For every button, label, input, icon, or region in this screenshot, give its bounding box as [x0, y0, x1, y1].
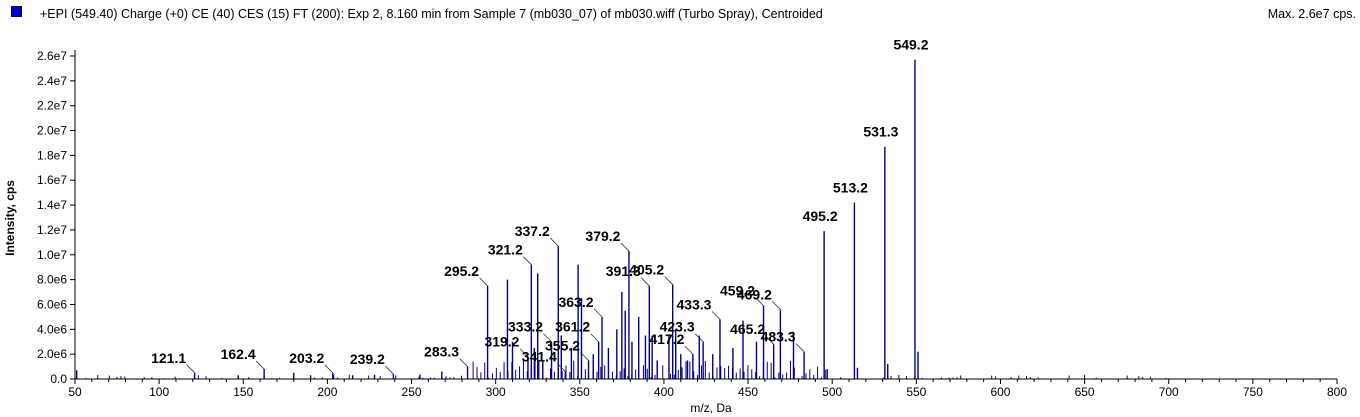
label-leader-line	[479, 277, 488, 287]
label-leader-line	[324, 364, 334, 374]
label-leader-line	[641, 277, 650, 287]
peak-label: 239.2	[350, 351, 385, 367]
y-tick-label: 1.0e7	[37, 248, 67, 262]
label-leader-line	[255, 360, 265, 370]
peak-label: 295.2	[444, 263, 479, 279]
peaks-layer	[75, 59, 1167, 379]
spectrum-header: +EPI (549.40) Charge (+0) CE (40) CES (1…	[0, 0, 1360, 28]
y-tick-label: 1.8e7	[37, 148, 67, 162]
label-leader-line	[385, 365, 394, 375]
x-axis-title: m/z, Da	[690, 401, 732, 415]
y-tick-label: 2.0e6	[37, 347, 67, 361]
label-leader-line	[694, 333, 704, 343]
y-tick-label: 0.0	[50, 372, 67, 386]
peak-label: 423.3	[660, 319, 695, 335]
peak-label: 363.2	[558, 294, 593, 310]
x-tick-label: 500	[822, 385, 842, 399]
x-tick-label: 550	[906, 385, 926, 399]
label-leader-line	[664, 276, 673, 285]
y-tick-label: 4.0e6	[37, 322, 67, 336]
peak-label: 391.3	[606, 263, 641, 279]
x-tick-label: 200	[317, 385, 337, 399]
label-leader-line	[519, 348, 529, 357]
y-tick-label: 1.6e7	[37, 173, 67, 187]
peak-label: 469.2	[737, 286, 772, 302]
peak-label: 483.3	[761, 329, 796, 345]
y-tick-label: 2.2e7	[37, 99, 67, 113]
label-leader-line	[186, 364, 195, 374]
peak-label: 549.2	[893, 37, 928, 53]
x-tick-label: 750	[1243, 385, 1263, 399]
x-tick-label: 600	[990, 385, 1010, 399]
y-tick-label: 2.0e7	[37, 124, 67, 138]
peak-label: 341.4	[522, 349, 557, 365]
y-tick-label: 2.4e7	[37, 74, 67, 88]
y-tick-label: 6.0e6	[37, 297, 67, 311]
y-axis-title: Intensity, cps	[3, 180, 17, 256]
peak-label: 465.2	[730, 321, 765, 337]
label-leader-line	[590, 333, 599, 343]
peak-label: 203.2	[289, 350, 324, 366]
y-axis-title-group: Intensity, cps	[3, 180, 17, 256]
label-leader-line	[523, 256, 532, 265]
peak-labels-layer: 121.1 162.4 203.2 239.2 283.3 295.2 319.2 321.2…	[151, 37, 929, 367]
label-leader-line	[755, 297, 764, 306]
peak-label: 417.2	[649, 331, 684, 347]
series-legend-swatch[interactable]	[11, 6, 22, 17]
y-tick-label: 1.2e7	[37, 223, 67, 237]
x-tick-label: 300	[486, 385, 506, 399]
y-tick-label: 1.4e7	[37, 198, 67, 212]
peak-label: 513.2	[833, 180, 868, 196]
peak-label: 379.2	[585, 228, 620, 244]
label-leader-line	[557, 363, 566, 372]
label-leader-line	[711, 311, 721, 320]
label-leader-line	[620, 242, 630, 252]
peak-label: 531.3	[863, 124, 898, 140]
peak-label: 321.2	[488, 242, 523, 258]
label-leader-line	[580, 352, 589, 361]
peak-label: 333.2	[508, 319, 543, 335]
x-tick-label: 650	[1075, 385, 1095, 399]
spectrum-title: +EPI (549.40) Charge (+0) CE (40) CES (1…	[40, 7, 823, 21]
leader-lines-layer	[186, 237, 805, 375]
label-leader-line	[795, 343, 805, 352]
peak-label: 459.2	[720, 283, 755, 299]
peak-label: 319.2	[484, 334, 519, 350]
peak-label: 162.4	[221, 346, 256, 362]
y-tick-label: 2.6e7	[37, 49, 67, 63]
peak-label: 495.2	[803, 208, 838, 224]
x-tick-label: 800	[1327, 385, 1347, 399]
label-leader-line	[684, 345, 694, 355]
label-leader-line	[593, 308, 603, 318]
x-tick-label: 450	[738, 385, 758, 399]
x-tick-label: 150	[233, 385, 253, 399]
peak-label: 405.2	[629, 262, 664, 278]
axes-layer: 50 100 150 200 250 300 350 400 450 500 550 600 650 70…	[37, 49, 1347, 399]
x-tick-label: 100	[149, 385, 169, 399]
peak-label: 433.3	[676, 296, 711, 312]
label-leader-line	[772, 301, 781, 310]
x-tick-label: 350	[570, 385, 590, 399]
y-tick-label: 8.0e6	[37, 273, 67, 287]
max-intensity-label: Max. 2.6e7 cps.	[1267, 7, 1356, 21]
x-tick-label: 400	[654, 385, 674, 399]
label-leader-line	[549, 237, 559, 247]
label-leader-line	[459, 358, 468, 367]
peak-label: 361.2	[555, 319, 590, 335]
x-tick-label: 700	[1159, 385, 1179, 399]
peak-label: 355.2	[545, 337, 580, 353]
label-leader-line	[543, 333, 552, 343]
peak-label: 121.1	[151, 350, 186, 366]
x-tick-label: 250	[402, 385, 422, 399]
peak-label: 337.2	[515, 223, 550, 239]
label-leader-line	[765, 335, 774, 345]
x-tick-label: 50	[68, 385, 82, 399]
peak-label: 283.3	[424, 344, 459, 360]
